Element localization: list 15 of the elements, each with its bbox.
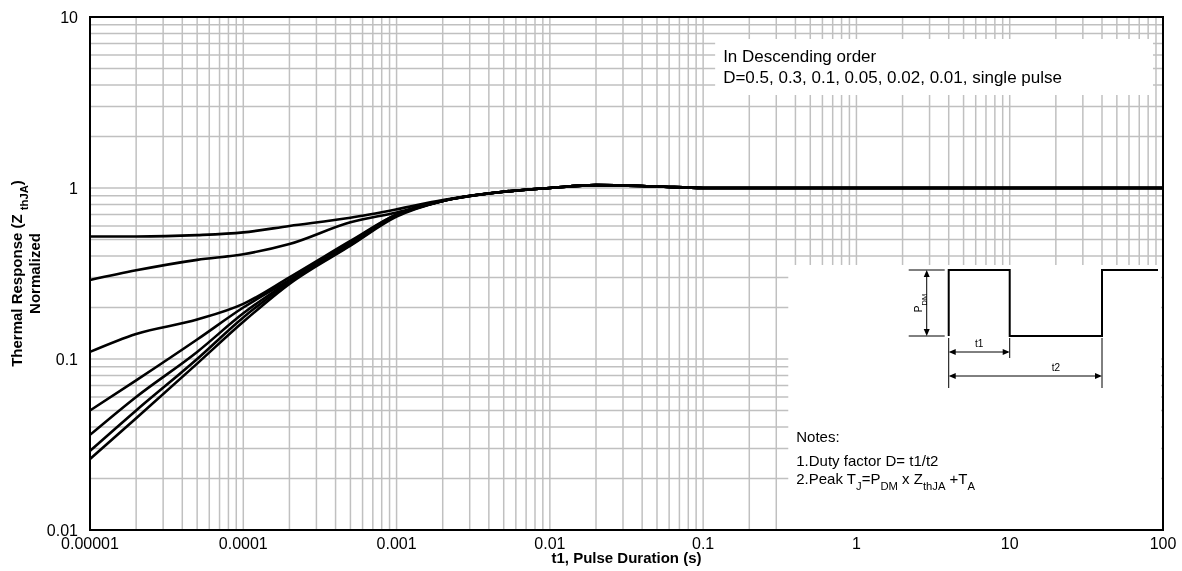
x-tick-label: 0.01 bbox=[534, 535, 566, 552]
x-tick-label: 10 bbox=[1000, 535, 1019, 552]
x-axis-title: t1, Pulse Duration (s) bbox=[551, 549, 702, 566]
x-tick-label: 0.001 bbox=[376, 535, 417, 552]
x-tick-label: 100 bbox=[1149, 535, 1177, 552]
text: Notes: 1.Duty factor D= t1/t2 2.Peak T$_{J}$=P$_{DM}$ x Z$_{thJA}$ +T$_{A}$ bbox=[796, 428, 976, 492]
y-tick-label: 1 bbox=[69, 180, 79, 197]
annotation: t1 bbox=[975, 338, 984, 349]
annotation: t2 bbox=[1051, 362, 1061, 373]
annotation: In Descending order D=0.5, 0.3, 0.1, 0.05, 0.02, 0.01, single pulse bbox=[723, 47, 1062, 87]
y-tick-label: 0.1 bbox=[55, 351, 79, 368]
x-tick-label: 0.0001 bbox=[218, 535, 268, 552]
x-tick-label: 1 bbox=[851, 535, 861, 552]
x-tick-label: 0.1 bbox=[692, 535, 715, 552]
y-tick-label: 10 bbox=[60, 9, 79, 26]
